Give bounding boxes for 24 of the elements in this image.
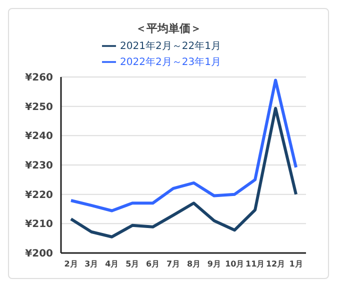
y-tick-label: ¥200 — [25, 248, 54, 260]
chart-title: ＜平均単価＞ — [134, 21, 202, 35]
x-tick-label: 5月 — [126, 260, 140, 269]
line-series — [70, 78, 298, 212]
x-tick-label: 6月 — [146, 260, 160, 269]
y-tick-label: ¥210 — [25, 219, 54, 230]
x-tick-label: 2月 — [64, 260, 78, 269]
x-tick-label: 8月 — [186, 260, 201, 269]
x-tick-label: 10月 — [225, 260, 244, 269]
x-tick-label: 9月 — [207, 260, 221, 269]
y-tick-label: ¥230 — [25, 160, 54, 172]
x-tick-label: 7月 — [166, 260, 180, 269]
x-tick-label: 1月 — [289, 260, 303, 269]
x-tick-label: 4月 — [105, 260, 119, 269]
x-tick-label: 12月 — [266, 260, 286, 269]
line-series — [70, 106, 298, 238]
y-tick-label: ¥260 — [25, 72, 54, 84]
x-tick-label: 11月 — [246, 260, 265, 269]
y-tick-label: ¥240 — [25, 131, 54, 142]
y-tick-label: ¥220 — [25, 190, 54, 201]
y-tick-label: ¥250 — [25, 102, 54, 113]
legend-label: 2021年2月～22年1月 — [120, 41, 221, 52]
x-tick-label: 3月 — [84, 260, 98, 269]
legend-label: 2022年2月～23年1月 — [120, 57, 221, 68]
